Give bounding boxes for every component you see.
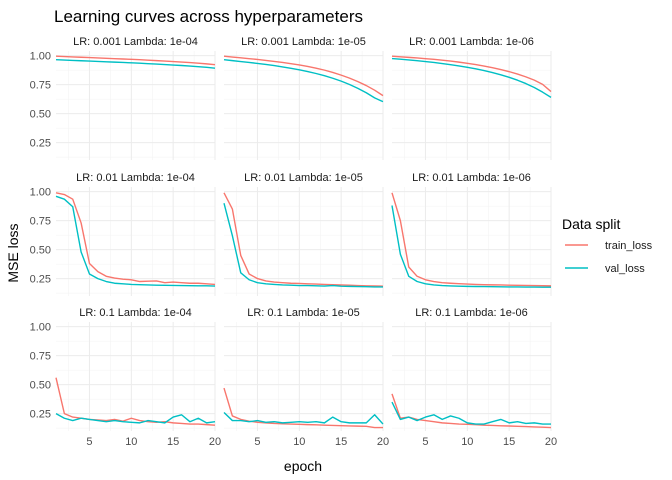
panel-lr-0-001-lambda-1e-04: LR: 0.001 Lambda: 1e-04 0.25 0.50 0.75 1.00 (30, 36, 216, 160)
legend-title: Data split (562, 216, 620, 232)
y-tick-label: 1.00 (30, 187, 51, 199)
series-line-val-loss (55, 412, 216, 424)
legend-label-val-loss: val_loss (605, 263, 645, 275)
x-tick-label: 15 (167, 436, 179, 448)
y-tick-label: 0.75 (30, 80, 51, 92)
panel-lr-0-01-lambda-1e-06: LR: 0.01 Lambda: 1e-06 (391, 172, 552, 296)
panel-strip-label: LR: 0.01 Lambda: 1e-04 (76, 172, 195, 184)
panel-strip-label: LR: 0.1 Lambda: 1e-06 (415, 307, 528, 319)
series-line-val-loss (391, 57, 552, 98)
x-tick-label: 10 (125, 436, 137, 448)
series-line-val-loss (391, 401, 551, 425)
x-tick-label: 15 (335, 436, 347, 448)
series-line-train-loss (391, 55, 552, 93)
panel-strip-label: LR: 0.1 Lambda: 1e-05 (247, 307, 360, 319)
y-axis-title: MSE loss (5, 223, 21, 282)
panel-strip-label: LR: 0.01 Lambda: 1e-06 (412, 172, 531, 184)
panel-lr-0-001-lambda-1e-05: LR: 0.001 Lambda: 1e-05 (223, 36, 384, 160)
facet-panels: LR: 0.001 Lambda: 1e-040.250.500.751.00L… (30, 36, 558, 448)
series-line-train-loss (223, 55, 384, 97)
series-line-val-loss (55, 195, 216, 287)
x-axis-title: epoch (284, 458, 322, 474)
panel-lr-0-1-lambda-1e-04: LR: 0.1 Lambda: 1e-04 0.25 0.50 0.75 1.00 5 10… (30, 307, 222, 448)
panel-strip-label: LR: 0.001 Lambda: 1e-06 (409, 36, 534, 48)
panel-lr-0-1-lambda-1e-06: LR: 0.1 Lambda: 1e-06 5 10 15 20 (391, 307, 557, 448)
x-tick-label: 5 (254, 436, 260, 448)
series-line-val-loss (223, 203, 383, 288)
series-line-train-loss (223, 192, 384, 287)
x-tick-label: 15 (503, 436, 515, 448)
panel-strip-label: LR: 0.1 Lambda: 1e-04 (79, 307, 192, 319)
series-line-val-loss (223, 411, 384, 425)
chart-title: Learning curves across hyperparameters (54, 7, 363, 26)
y-tick-label: 0.50 (30, 109, 51, 121)
x-tick-label: 10 (461, 436, 473, 448)
y-tick-label: 0.25 (30, 138, 51, 150)
y-tick-label: 0.75 (30, 351, 51, 363)
y-tick-label: 0.75 (30, 216, 51, 228)
panel-lr-0-01-lambda-1e-05: LR: 0.01 Lambda: 1e-05 (223, 172, 384, 296)
panel-strip-label: LR: 0.001 Lambda: 1e-05 (241, 36, 366, 48)
series-line-val-loss (391, 205, 551, 288)
y-tick-label: 1.00 (30, 51, 51, 63)
panel-strip-label: LR: 0.001 Lambda: 1e-04 (73, 36, 198, 48)
x-tick-label: 20 (209, 436, 221, 448)
series-line-train-loss (55, 55, 216, 66)
legend: Data split train_loss val_loss (562, 216, 653, 275)
y-tick-label: 0.50 (30, 380, 51, 392)
y-tick-label: 0.50 (30, 245, 51, 257)
y-tick-label: 1.00 (30, 322, 51, 334)
legend-label-train-loss: train_loss (605, 240, 653, 252)
series-line-val-loss (223, 59, 384, 103)
x-tick-label: 5 (86, 436, 92, 448)
series-line-val-loss (55, 59, 216, 69)
series-line-train-loss (391, 192, 552, 287)
series-line-train-loss (55, 192, 216, 286)
y-tick-label: 0.25 (30, 409, 51, 421)
panel-lr-0-01-lambda-1e-04: LR: 0.01 Lambda: 1e-04 0.25 0.50 0.75 1.00 (30, 172, 216, 296)
panel-strip-label: LR: 0.01 Lambda: 1e-05 (244, 172, 363, 184)
x-tick-label: 20 (377, 436, 389, 448)
x-tick-label: 10 (293, 436, 305, 448)
panel-lr-0-1-lambda-1e-05: LR: 0.1 Lambda: 1e-05 5 10 15 20 (223, 307, 389, 448)
x-tick-label: 20 (545, 436, 557, 448)
y-tick-label: 0.25 (30, 274, 51, 286)
x-tick-label: 5 (422, 436, 428, 448)
panel-lr-0-001-lambda-1e-06: LR: 0.001 Lambda: 1e-06 (391, 36, 552, 160)
